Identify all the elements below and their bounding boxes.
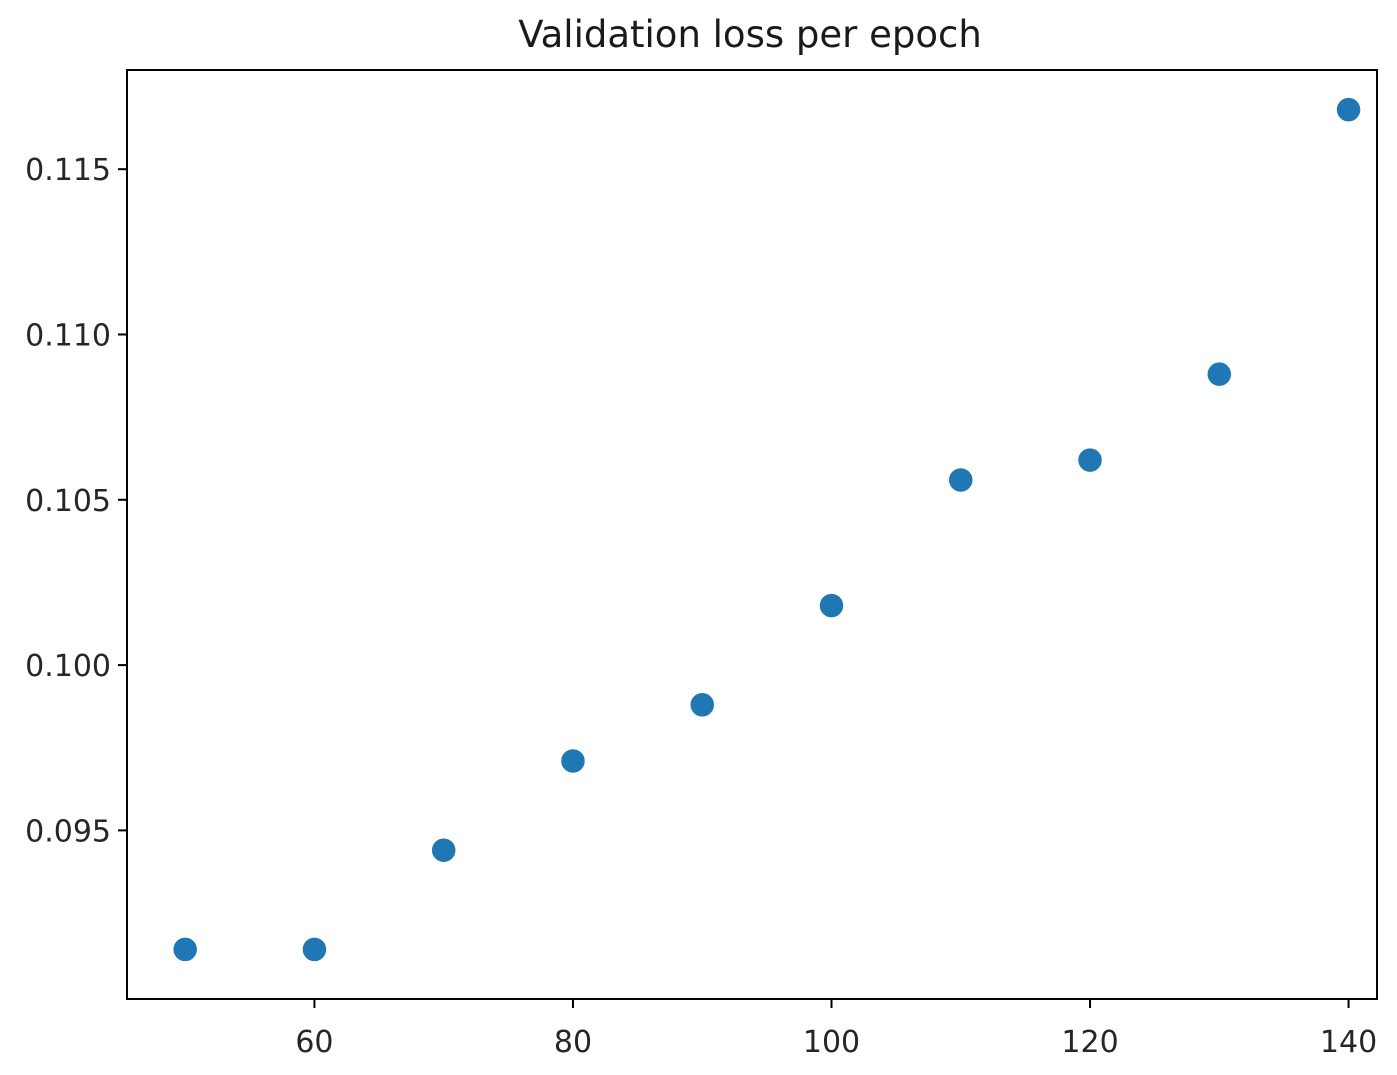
data-point [947, 466, 975, 494]
x-tick-label: 100 [803, 1025, 860, 1060]
y-tick-label: 0.105 [25, 484, 111, 519]
y-tick-label: 0.100 [25, 649, 111, 684]
data-point [818, 592, 845, 619]
data-point [559, 747, 587, 775]
y-axis: 0.095 0.100 0.105 0.110 0.115 [25, 153, 127, 849]
x-tick-label: 140 [1320, 1025, 1377, 1060]
data-point [688, 691, 716, 719]
x-tick-label: 120 [1061, 1025, 1118, 1060]
y-tick-label: 0.115 [25, 153, 111, 188]
data-point [301, 936, 328, 963]
x-tick-label: 60 [295, 1025, 333, 1060]
x-axis: 60 80 100 120 140 [295, 999, 1377, 1060]
data-points [171, 96, 1362, 963]
data-point [430, 836, 457, 864]
plot-area-frame [126, 69, 1378, 1000]
y-tick-label: 0.110 [25, 318, 111, 353]
data-point [1206, 360, 1233, 388]
x-tick-label: 80 [554, 1025, 592, 1060]
data-point [1076, 446, 1104, 474]
data-point [1335, 96, 1362, 123]
y-tick-label: 0.095 [25, 814, 111, 849]
data-point [171, 936, 199, 963]
chart-title: Validation loss per epoch [518, 13, 982, 56]
